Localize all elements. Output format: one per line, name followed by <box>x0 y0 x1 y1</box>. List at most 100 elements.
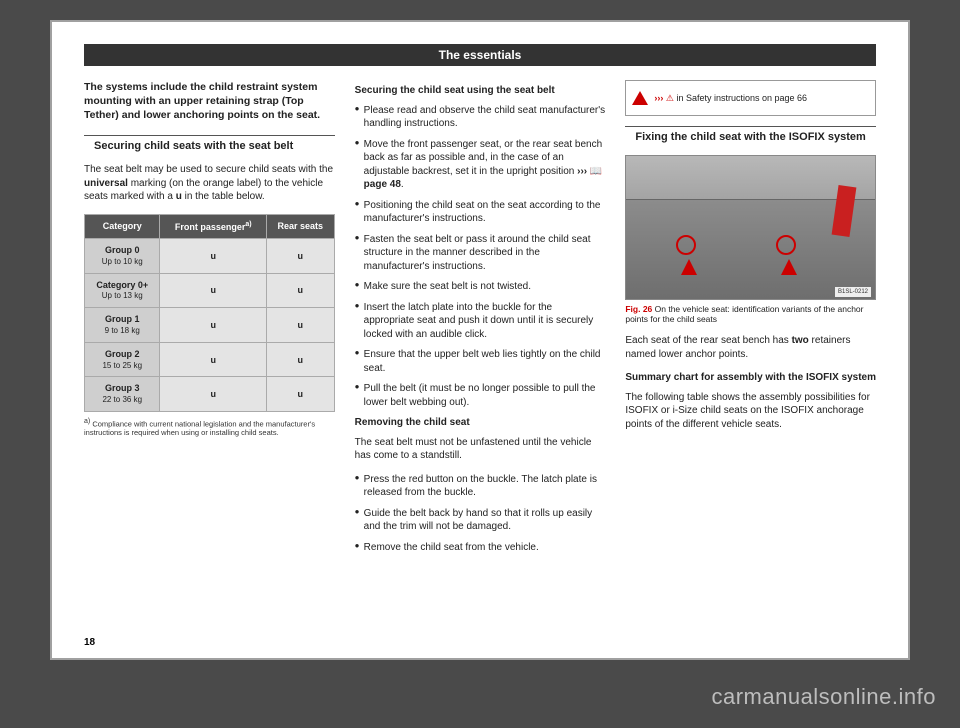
row-label: Group 1 9 to 18 kg <box>85 308 160 343</box>
warn-text: in Safety instructions on page 66 <box>674 93 807 103</box>
row-v2: u <box>266 273 334 308</box>
intro-text: The systems include the child restraint … <box>84 80 335 123</box>
row-v2-b: u <box>298 389 304 399</box>
table-row: Group 3 22 to 36 kg u u <box>85 377 335 412</box>
p1-a: Each seat of the rear seat bench has <box>625 335 791 346</box>
row-label: Group 3 22 to 36 kg <box>85 377 160 412</box>
row-v1: u <box>160 377 266 412</box>
warning-triangle-icon <box>632 91 648 105</box>
row-v1-b: u <box>210 285 216 295</box>
row-v1-b: u <box>210 251 216 261</box>
warning-box: ››› ⚠ in Safety instructions on page 66 <box>625 80 876 116</box>
category-table: Category Front passengera) Rear seats Gr… <box>84 214 335 412</box>
bullet: Remove the child seat from the vehicle. <box>355 541 606 555</box>
row-v1-b: u <box>210 389 216 399</box>
row-label-b: Group 1 <box>105 314 140 324</box>
bullet-text-a: Move the front passenger seat, or the re… <box>364 139 602 177</box>
row-v1-b: u <box>210 355 216 365</box>
row-v2-b: u <box>298 251 304 261</box>
th-front: Front passengera) <box>160 214 266 238</box>
book-icon: 📖 <box>590 166 602 177</box>
warn-chev: ››› <box>654 93 663 103</box>
row-v2: u <box>266 308 334 343</box>
seatbelt-intro-para: The seat belt may be used to secure chil… <box>84 163 335 204</box>
page-number: 18 <box>84 637 95 648</box>
figure-code: B1SL-0212 <box>835 287 871 297</box>
row-v1: u <box>160 308 266 343</box>
bullet: Pull the belt (it must be no longer poss… <box>355 382 606 409</box>
column-3: ››› ⚠ in Safety instructions on page 66 … <box>625 80 876 561</box>
row-v2: u <box>266 239 334 274</box>
row-v2: u <box>266 377 334 412</box>
figure-number: Fig. 26 <box>625 304 652 314</box>
section-heading-isofix: Fixing the child seat with the ISOFIX sy… <box>625 126 876 145</box>
subhead-securing: Securing the child seat using the seat b… <box>355 84 606 98</box>
row-label-sub: 9 to 18 kg <box>105 326 140 335</box>
th-front-text: Front passenger <box>175 222 246 232</box>
watermark: carmanualsonline.info <box>711 684 936 710</box>
row-v1: u <box>160 342 266 377</box>
chevron: ››› <box>577 166 587 177</box>
warning-text-wrap: ››› ⚠ in Safety instructions on page 66 <box>654 92 807 104</box>
footnote-text: Compliance with current national legisla… <box>84 419 315 437</box>
row-label-b: Group 0 <box>105 245 140 255</box>
column-1: The systems include the child restraint … <box>84 80 335 561</box>
row-label-b: Group 3 <box>105 383 140 393</box>
row-v2-b: u <box>298 355 304 365</box>
heading-text: Fixing the child seat with the ISOFIX sy… <box>625 131 865 143</box>
th-rear: Rear seats <box>266 214 334 238</box>
footnote-sup: a) <box>84 418 90 425</box>
row-v2-b: u <box>298 320 304 330</box>
subhead-removing: Removing the child seat <box>355 416 606 430</box>
red-arrow-icon <box>781 259 797 275</box>
table-footnote: a) Compliance with current national legi… <box>84 418 335 438</box>
bullet: Press the red button on the buckle. The … <box>355 473 606 500</box>
row-label-sub: 22 to 36 kg <box>102 395 142 404</box>
warn-tri-small: ⚠ <box>666 93 674 103</box>
manual-page: The essentials The systems include the c… <box>50 20 910 660</box>
row-label-sub: Up to 10 kg <box>102 257 143 266</box>
figure-caption: Fig. 26 On the vehicle seat: identificat… <box>625 304 876 324</box>
red-arrow-icon <box>681 259 697 275</box>
dot: . <box>401 179 404 190</box>
table-row: Group 2 15 to 25 kg u u <box>85 342 335 377</box>
th-category: Category <box>85 214 160 238</box>
section-heading-seatbelt: Securing child seats with the seat belt <box>84 135 335 154</box>
bullet: Please read and observe the child seat m… <box>355 104 606 131</box>
row-v2: u <box>266 342 334 377</box>
column-2: Securing the child seat using the seat b… <box>355 80 606 561</box>
row-label-sub: 15 to 25 kg <box>102 361 142 370</box>
row-v1: u <box>160 239 266 274</box>
table-row: Group 1 9 to 18 kg u u <box>85 308 335 343</box>
para-text-a: The seat belt may be used to secure chil… <box>84 164 333 175</box>
para-text-c: in the table below. <box>182 191 265 202</box>
para-bold: universal <box>84 178 128 189</box>
page-ref: page 48 <box>364 179 401 190</box>
removing-para: The seat belt must not be unfastened unt… <box>355 436 606 463</box>
table-row: Group 0 Up to 10 kg u u <box>85 239 335 274</box>
bullet: Fasten the seat belt or pass it around t… <box>355 233 606 274</box>
bullet: Insert the latch plate into the buckle f… <box>355 301 606 342</box>
heading-text: Securing child seats with the seat belt <box>84 140 293 152</box>
figure-image: B1SL-0212 <box>625 155 876 300</box>
row-v2-b: u <box>298 285 304 295</box>
figure-caption-text: On the vehicle seat: identification vari… <box>625 304 863 324</box>
isofix-para-2: The following table shows the assembly p… <box>625 391 876 432</box>
row-label: Group 0 Up to 10 kg <box>85 239 160 274</box>
th-sup: a) <box>245 221 251 228</box>
isofix-para-1: Each seat of the rear seat bench has two… <box>625 334 876 361</box>
bullet: Positioning the child seat on the seat a… <box>355 199 606 226</box>
content-columns: The systems include the child restraint … <box>84 80 876 561</box>
bullet: Make sure the seat belt is not twisted. <box>355 280 606 294</box>
row-label-sub: Up to 13 kg <box>102 291 143 300</box>
row-label: Category 0+Up to 13 kg <box>85 273 160 308</box>
row-v1: u <box>160 273 266 308</box>
p1-bold: two <box>792 335 809 346</box>
page-header: The essentials <box>84 44 876 66</box>
row-label-b: Group 2 <box>105 349 140 359</box>
bullet: Ensure that the upper belt web lies tigh… <box>355 348 606 375</box>
row-v1-b: u <box>210 320 216 330</box>
row-label: Group 2 15 to 25 kg <box>85 342 160 377</box>
bullet: Guide the belt back by hand so that it r… <box>355 507 606 534</box>
bullet: Move the front passenger seat, or the re… <box>355 138 606 192</box>
